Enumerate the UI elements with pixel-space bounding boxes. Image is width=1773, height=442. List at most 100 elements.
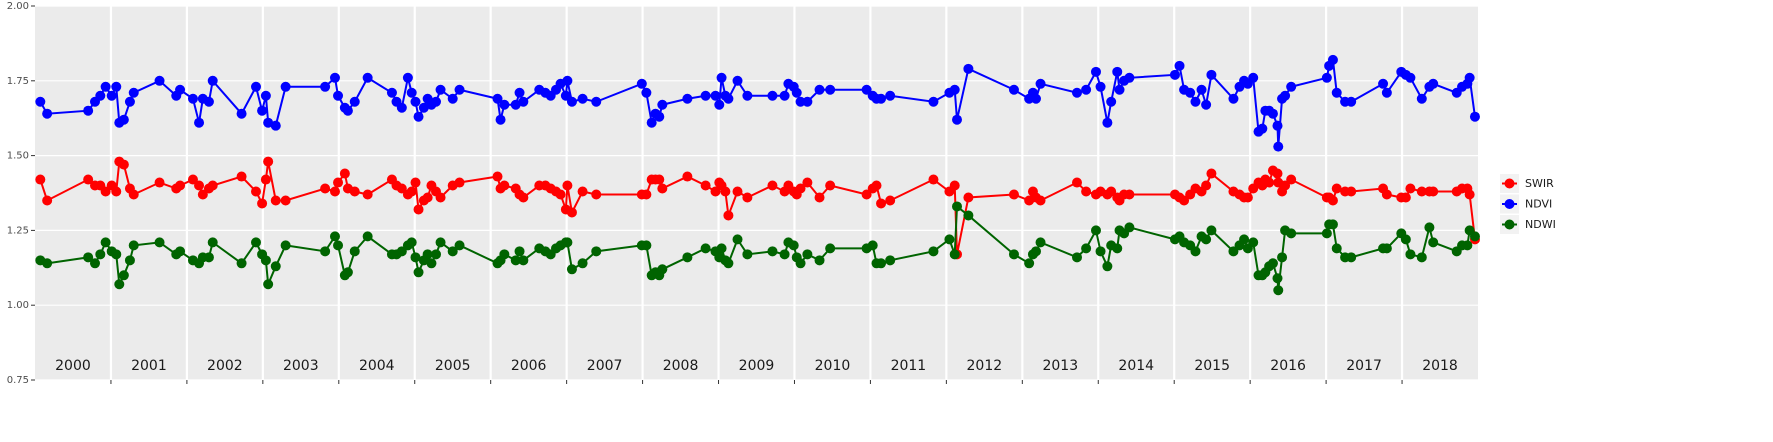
data-point: [1405, 72, 1416, 83]
data-point: [767, 246, 778, 257]
data-point: [871, 180, 882, 191]
data-point: [1124, 72, 1135, 83]
data-point: [636, 78, 647, 89]
data-point: [362, 189, 373, 200]
data-point: [422, 192, 433, 203]
data-point: [814, 255, 825, 266]
data-point: [128, 240, 139, 251]
data-point: [577, 258, 588, 269]
data-point: [410, 177, 421, 188]
data-point: [154, 177, 165, 188]
data-point: [700, 243, 711, 254]
data-point: [362, 72, 373, 83]
data-point: [1196, 84, 1207, 95]
data-point: [825, 180, 836, 191]
data-point: [42, 258, 53, 269]
data-point: [591, 189, 602, 200]
data-point: [1331, 87, 1342, 98]
data-point: [1257, 123, 1268, 134]
data-point: [1124, 222, 1135, 233]
data-point: [124, 96, 135, 107]
data-point: [788, 240, 799, 251]
data-point: [779, 90, 790, 101]
facet-label: 2013: [1042, 358, 1078, 374]
legend-label: SWIR: [1525, 177, 1554, 190]
data-point: [1428, 78, 1439, 89]
data-point: [413, 204, 424, 215]
data-point: [1102, 261, 1113, 272]
data-point: [426, 258, 437, 269]
data-point: [118, 270, 129, 281]
data-point: [1008, 84, 1019, 95]
data-point: [646, 117, 657, 128]
data-point: [1464, 72, 1475, 83]
data-point: [1346, 96, 1357, 107]
data-point: [1405, 183, 1416, 194]
data-point: [1381, 87, 1392, 98]
data-point: [1273, 285, 1284, 296]
data-point: [767, 90, 778, 101]
data-point: [203, 252, 214, 263]
data-point: [1190, 246, 1201, 257]
data-point: [1035, 237, 1046, 248]
data-point: [1381, 243, 1392, 254]
facet-label: 2005: [435, 358, 471, 374]
data-point: [207, 237, 218, 248]
data-point: [1095, 246, 1106, 257]
data-point: [577, 93, 588, 104]
data-point: [280, 81, 291, 92]
data-point: [435, 237, 446, 248]
data-point: [657, 183, 668, 194]
data-point: [333, 177, 344, 188]
data-point: [1071, 252, 1082, 263]
data-point: [203, 96, 214, 107]
data-point: [1416, 93, 1427, 104]
data-point: [175, 84, 186, 95]
data-point: [342, 267, 353, 278]
data-point: [566, 96, 577, 107]
data-point: [95, 90, 106, 101]
facet-label: 2000: [55, 358, 91, 374]
data-point: [1206, 69, 1217, 80]
data-point: [154, 75, 165, 86]
data-point: [577, 186, 588, 197]
data-point: [1405, 249, 1416, 260]
data-point: [1030, 93, 1041, 104]
data-point: [454, 84, 465, 95]
data-point: [89, 258, 100, 269]
data-point: [1228, 93, 1239, 104]
data-point: [641, 189, 652, 200]
data-point: [1248, 237, 1259, 248]
data-point: [518, 192, 529, 203]
data-point: [1416, 252, 1427, 263]
data-point: [1201, 99, 1212, 110]
data-point: [802, 177, 813, 188]
data-point: [963, 63, 974, 74]
data-point: [194, 180, 205, 191]
data-point: [42, 108, 53, 119]
facet-label: 2008: [663, 358, 699, 374]
legend-label: NDVI: [1525, 198, 1552, 211]
data-point: [1190, 96, 1201, 107]
data-point: [1321, 72, 1332, 83]
data-point: [641, 240, 652, 251]
data-point: [814, 192, 825, 203]
data-point: [128, 87, 139, 98]
data-point: [454, 240, 465, 251]
facet-label: 2011: [891, 358, 927, 374]
data-point: [1272, 168, 1283, 179]
data-point: [1008, 249, 1019, 260]
data-point: [1201, 180, 1212, 191]
data-point: [795, 183, 806, 194]
data-point: [342, 105, 353, 116]
data-point: [963, 192, 974, 203]
data-point: [1428, 237, 1439, 248]
data-point: [111, 81, 122, 92]
data-point: [349, 246, 360, 257]
data-point: [118, 159, 129, 170]
data-point: [885, 255, 896, 266]
data-point: [1112, 66, 1123, 77]
data-point: [952, 201, 963, 212]
data-point: [944, 234, 955, 245]
data-point: [952, 114, 963, 125]
